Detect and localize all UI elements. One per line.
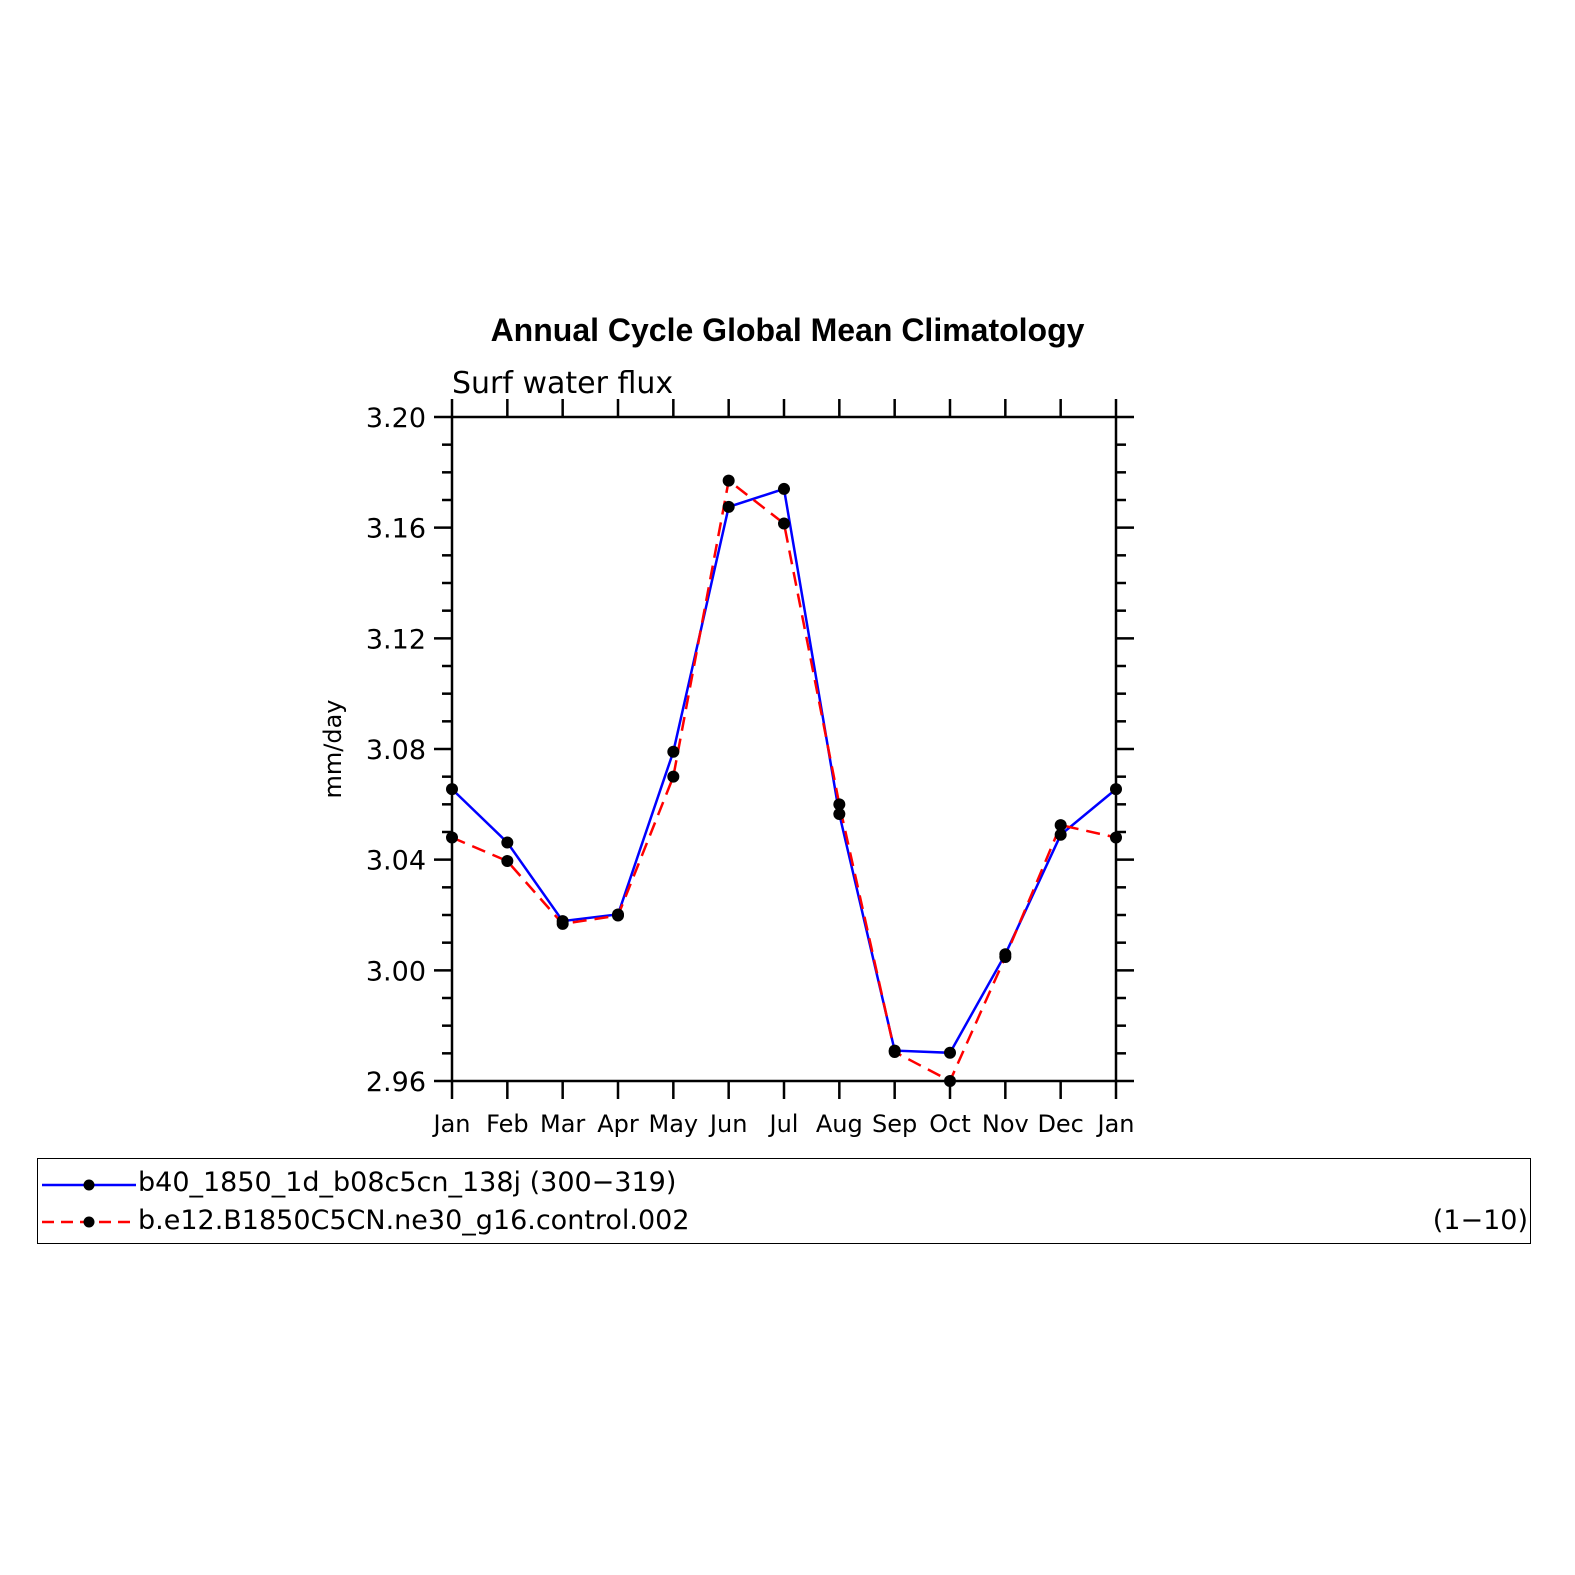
x-tick-label: Feb (486, 1110, 529, 1138)
series-line-1 (451, 487, 1117, 1055)
data-point-series-1 (501, 836, 514, 849)
data-point-series-2 (1054, 819, 1067, 832)
data-point-series-1 (1054, 828, 1067, 841)
data-point-series-2 (446, 831, 458, 844)
legend-line-icon-blue (42, 1179, 136, 1191)
x-tick-label: Jul (768, 1110, 799, 1138)
legend-item-series-2: b.e12.B1850C5CN.ne30_g16.control.002 (1−… (38, 1201, 1530, 1241)
x-tick-label: May (649, 1110, 699, 1138)
y-tick-label: 3.20 (366, 403, 426, 434)
data-point-series-2 (778, 517, 790, 530)
legend-label-series-2: b.e12.B1850C5CN.ne30_g16.control.002 (138, 1205, 690, 1236)
y-tick-label: 3.12 (366, 624, 426, 655)
legend-label-series-1: b40_1850_1d_b08c5cn_138j (300−319) (138, 1167, 677, 1198)
series-group (446, 474, 1122, 1087)
data-point-series-1 (944, 1046, 956, 1059)
x-tick-label: Jan (432, 1110, 471, 1138)
data-point-series-1 (722, 500, 735, 513)
x-tick-label: Mar (540, 1110, 585, 1138)
data-point-series-2 (833, 798, 846, 811)
legend-item-series-1: b40_1850_1d_b08c5cn_138j (300−319) (38, 1163, 1530, 1203)
axis-ticks (434, 399, 1134, 1099)
x-tick-label: Nov (982, 1110, 1029, 1138)
x-tick-label: Sep (872, 1110, 917, 1138)
data-point-series-2 (722, 474, 735, 487)
data-point-series-2 (556, 917, 569, 930)
chart-title: Annual Cycle Global Mean Climatology (490, 312, 1085, 348)
x-tick-label: Apr (597, 1110, 639, 1138)
series-line-2 (451, 478, 1117, 1083)
data-point-series-1 (778, 482, 790, 495)
data-point-series-2 (888, 1045, 901, 1058)
legend-line-icon-red (42, 1216, 136, 1228)
y-tick-label: 3.04 (366, 846, 426, 877)
x-tick-label: Dec (1037, 1110, 1083, 1138)
data-point-series-2 (612, 909, 624, 922)
x-tick-label: Aug (816, 1110, 863, 1138)
data-point-series-1 (667, 745, 680, 758)
x-tick-label: Jun (708, 1110, 748, 1138)
data-point-series-1 (833, 808, 846, 821)
data-point-series-1 (446, 783, 458, 796)
data-point-series-2 (667, 770, 680, 783)
data-point-series-2 (1110, 831, 1122, 844)
legend: b40_1850_1d_b08c5cn_138j (300−319) b.e12… (37, 1158, 1531, 1244)
data-point-series-2 (944, 1075, 956, 1087)
x-tick-label: Oct (929, 1110, 971, 1138)
legend-extra-series-2: (1−10) (1432, 1205, 1528, 1236)
y-axis-label: mm/day (319, 700, 347, 799)
data-point-series-1 (1110, 783, 1122, 796)
plot-frame (450, 415, 1118, 1083)
x-tick-label: Jan (1096, 1110, 1135, 1138)
data-point-series-2 (999, 951, 1012, 964)
y-tick-label: 3.00 (366, 956, 426, 987)
data-point-series-2 (501, 855, 514, 868)
y-tick-label: 3.16 (366, 514, 426, 545)
chart-subtitle: Surf water flux (452, 366, 674, 401)
y-tick-label: 3.08 (366, 735, 426, 766)
y-tick-label: 2.96 (366, 1067, 426, 1098)
